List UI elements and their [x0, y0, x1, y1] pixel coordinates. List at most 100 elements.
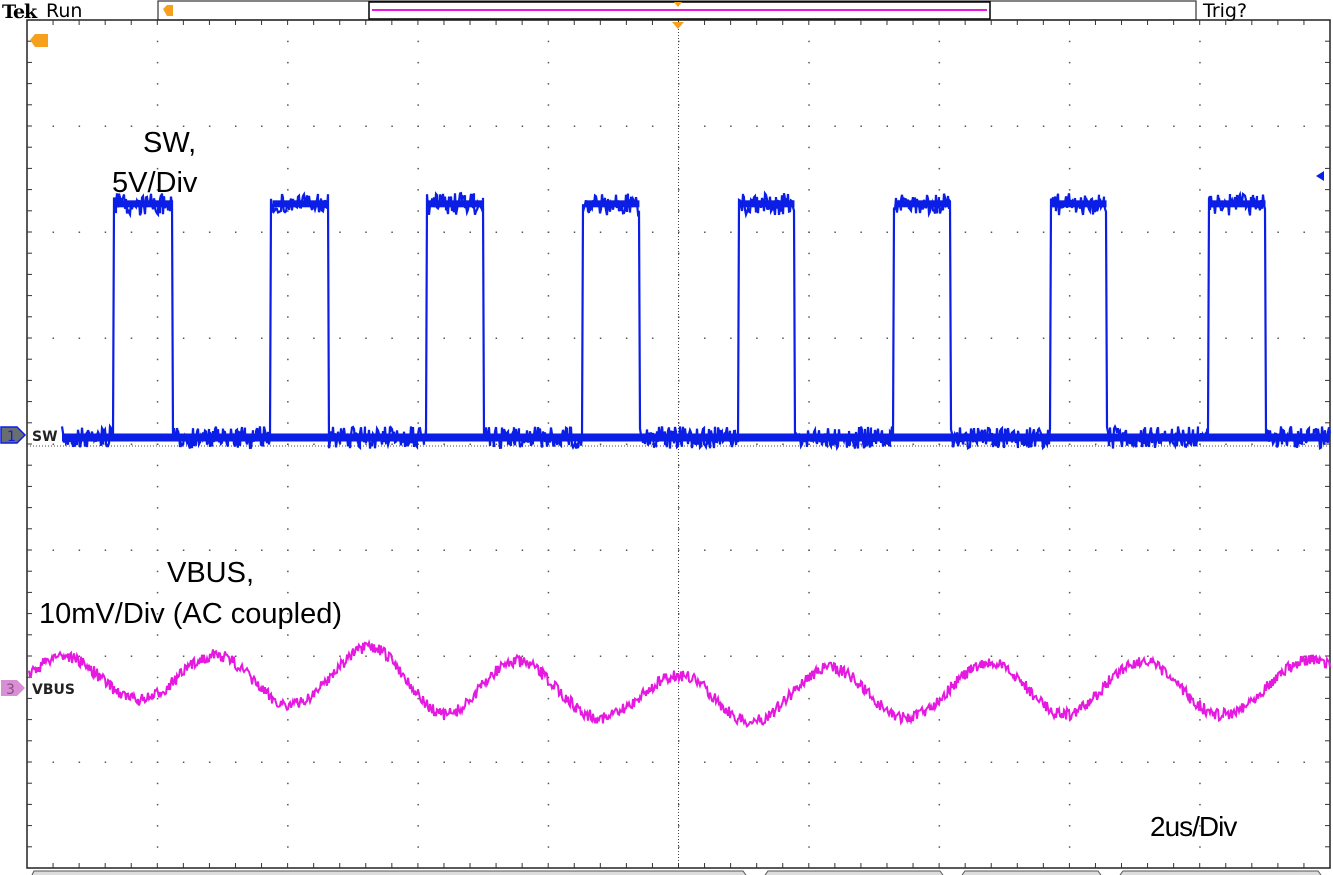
grid-dot	[1199, 655, 1201, 657]
grid-dot	[599, 125, 602, 127]
grid-dot	[573, 761, 576, 763]
grid-dot	[287, 613, 289, 615]
grid-dot	[547, 634, 550, 636]
ch3-ground-marker-icon[interactable]	[1, 680, 25, 696]
grid-dot	[547, 782, 550, 785]
ch1-ground-marker-icon[interactable]	[0, 426, 27, 444]
grid-dot	[208, 125, 211, 127]
grid-dot	[1277, 655, 1279, 657]
grid-dot	[547, 40, 550, 43]
grid-dot	[938, 655, 941, 657]
grid-dot	[287, 719, 289, 721]
grid-dot	[287, 697, 289, 700]
grid-dot	[860, 443, 862, 445]
grid-dot	[156, 782, 159, 785]
grid-dot	[808, 634, 810, 636]
grid-dot	[1042, 125, 1045, 127]
grid-dot	[339, 125, 341, 127]
grid-dot	[1068, 846, 1071, 848]
grid-dot	[1147, 337, 1149, 339]
grid-dot	[730, 125, 732, 127]
grid-dot	[808, 316, 810, 318]
grid-dot	[1199, 273, 1201, 276]
grid-dot	[834, 337, 836, 339]
grid-dot	[234, 231, 237, 233]
grid-dot	[417, 104, 419, 106]
grid-dot	[1068, 273, 1071, 276]
grid-dot	[417, 316, 419, 318]
grid-dot	[417, 846, 419, 848]
grid-dot	[287, 104, 289, 106]
grid-dot	[547, 379, 550, 382]
grid-dot	[417, 613, 419, 615]
grid-dot	[964, 337, 967, 339]
grid-dot	[547, 591, 550, 594]
grid-dot	[1068, 167, 1071, 170]
grid-dot	[990, 549, 993, 551]
grid-dot	[1147, 761, 1149, 763]
grid-dot	[678, 846, 680, 848]
grid-dot	[886, 337, 888, 339]
grid-dot	[339, 549, 341, 551]
grid-dot	[573, 655, 576, 657]
grid-dot	[938, 803, 941, 806]
grid-dot	[287, 655, 289, 657]
grid-dot	[808, 825, 810, 827]
ch3-marker[interactable]: 3 VBUS	[1, 680, 75, 698]
sw-pulse-7	[1052, 200, 1107, 208]
grid-dot	[964, 443, 967, 445]
grid-dot	[938, 676, 941, 679]
grid-dot	[156, 83, 159, 85]
grid-dot	[547, 104, 550, 106]
grid-dot	[365, 337, 367, 339]
grid-dot	[1225, 655, 1227, 657]
grid-dot	[391, 443, 393, 445]
grid-dot	[1199, 676, 1201, 679]
grid-dot	[599, 655, 602, 657]
grid-dot	[990, 337, 993, 339]
grid-dot	[156, 316, 159, 318]
grid-dot	[287, 570, 289, 573]
ch1-marker[interactable]: 1 SW	[0, 426, 58, 445]
trigger-time-marker-icon[interactable]	[30, 34, 48, 47]
sw-pulse-4	[584, 200, 640, 208]
grid-dot	[495, 549, 498, 551]
grid-dot	[886, 549, 888, 551]
grid-dot	[1225, 231, 1227, 233]
grid-dot	[417, 210, 419, 212]
grid-dot	[547, 528, 550, 530]
grid-dot	[234, 125, 237, 127]
grid-dot	[417, 528, 419, 530]
grid-dot	[1199, 189, 1201, 191]
grid-dot	[1173, 655, 1175, 657]
grid-dot	[938, 782, 941, 785]
grid-dot	[443, 655, 445, 657]
grid-dot	[938, 146, 941, 149]
grid-dot	[417, 125, 419, 127]
grid-dot	[860, 655, 862, 657]
grid-dot	[417, 83, 419, 85]
grid-dot	[808, 40, 810, 43]
grid-dot	[1199, 782, 1201, 785]
grid-dot	[938, 740, 941, 742]
grid-dot	[1068, 655, 1071, 657]
grid-dot	[782, 655, 784, 657]
grid-dot	[417, 61, 419, 64]
grid-dot	[261, 549, 263, 551]
grid-dot	[156, 443, 159, 445]
grid-dot	[938, 167, 941, 170]
trigger-level-icon[interactable]	[1316, 171, 1324, 181]
grid-dot	[156, 740, 159, 742]
sw-pulse-2	[272, 200, 329, 208]
grid-dot	[782, 231, 784, 233]
grid-dot	[391, 337, 393, 339]
grid-dot	[417, 358, 419, 361]
grid-dot	[1199, 231, 1201, 233]
grid-dot	[938, 252, 941, 255]
grid-dot	[287, 40, 289, 43]
grid-dot	[886, 125, 888, 127]
grid-dot	[156, 803, 159, 806]
grid-dot	[156, 273, 159, 276]
grid-dot	[547, 125, 550, 127]
grid-dot	[417, 655, 419, 657]
